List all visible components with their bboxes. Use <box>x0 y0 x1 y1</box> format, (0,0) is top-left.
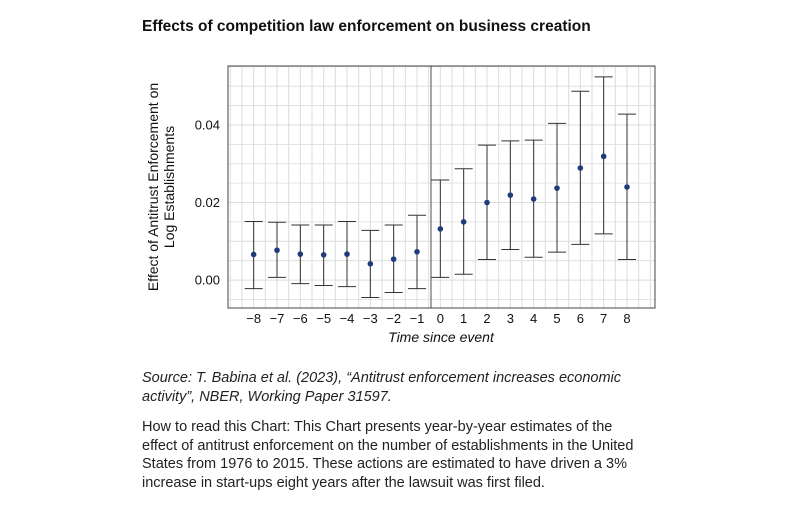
data-point <box>624 184 630 190</box>
x-tick-label: 1 <box>460 311 467 326</box>
y-tick-label: 0.04 <box>195 117 220 132</box>
source-line: Source: T. Babina et al. (2023), “Antitr… <box>142 370 622 386</box>
plot-frame <box>227 65 656 309</box>
x-tick-label: −6 <box>293 311 308 326</box>
data-point <box>530 196 537 202</box>
data-point <box>250 251 257 258</box>
y-tick-label: 0.00 <box>195 273 220 288</box>
x-tick-label: −3 <box>363 311 378 326</box>
data-point <box>600 153 607 160</box>
marks <box>244 66 636 308</box>
x-tick-label: 7 <box>600 311 607 326</box>
data-point <box>507 192 514 198</box>
x-tick-label: 3 <box>507 311 514 326</box>
x-tick-label: 8 <box>623 311 630 326</box>
x-tick-label: −2 <box>386 311 401 326</box>
axes: −8 −7 −6 −5 −4 −3 −2 −1 0 1 2 3 4 5 6 7 8 0.00 0.02 0.04 <box>195 65 656 326</box>
x-tick-label: 5 <box>553 311 560 326</box>
x-tick-label: 6 <box>577 311 584 326</box>
x-tick-label: 0 <box>437 311 444 326</box>
data-point <box>484 199 490 206</box>
data-point <box>414 248 420 255</box>
y-axis-label-line1: Effect of Antitrust Enforcement on <box>145 83 161 291</box>
data-point <box>320 252 327 258</box>
data-point <box>460 219 467 225</box>
data-point <box>297 251 304 257</box>
x-tick-label: −4 <box>340 311 355 326</box>
x-tick-label: −8 <box>246 311 261 326</box>
how-to-read-line: How to read this Chart: This Chart prese… <box>142 419 613 435</box>
x-tick-label: −5 <box>316 311 331 326</box>
how-to-read-line: States from 1976 to 2015. These actions … <box>142 456 627 472</box>
x-axis-label: Time since event <box>388 329 495 345</box>
how-to-read-line: effect of antitrust enforcement on the n… <box>142 437 634 454</box>
how-to-read-line: increase in start-ups eight years after … <box>142 474 545 491</box>
data-point <box>390 256 397 262</box>
source-line: activity”, NBER, Working Paper 31597. <box>142 389 392 405</box>
x-tick-label: 2 <box>483 311 490 326</box>
data-point <box>274 247 280 254</box>
how-to-read: How to read this Chart: This Chart prese… <box>142 418 633 492</box>
x-tick-label: 4 <box>530 311 537 326</box>
chart: −8 −7 −6 −5 −4 −3 −2 −1 0 1 2 3 4 5 6 7 8 0.00 0.02 0.04 Ti… <box>145 65 656 345</box>
x-tick-label: −1 <box>410 311 425 326</box>
x-tick-label: −7 <box>270 311 285 326</box>
source-note: Source: T. Babina et al. (2023), “Antitr… <box>142 369 621 407</box>
grid <box>228 66 655 308</box>
data-point <box>437 226 444 232</box>
data-point <box>554 185 560 191</box>
y-tick-label: 0.02 <box>195 195 220 210</box>
data-point <box>577 165 584 171</box>
data-point <box>367 260 374 267</box>
data-point <box>344 251 350 257</box>
y-axis-label-line2: Log Establishments <box>161 126 177 248</box>
chart-title: Effects of competition law enforcement o… <box>142 18 591 35</box>
